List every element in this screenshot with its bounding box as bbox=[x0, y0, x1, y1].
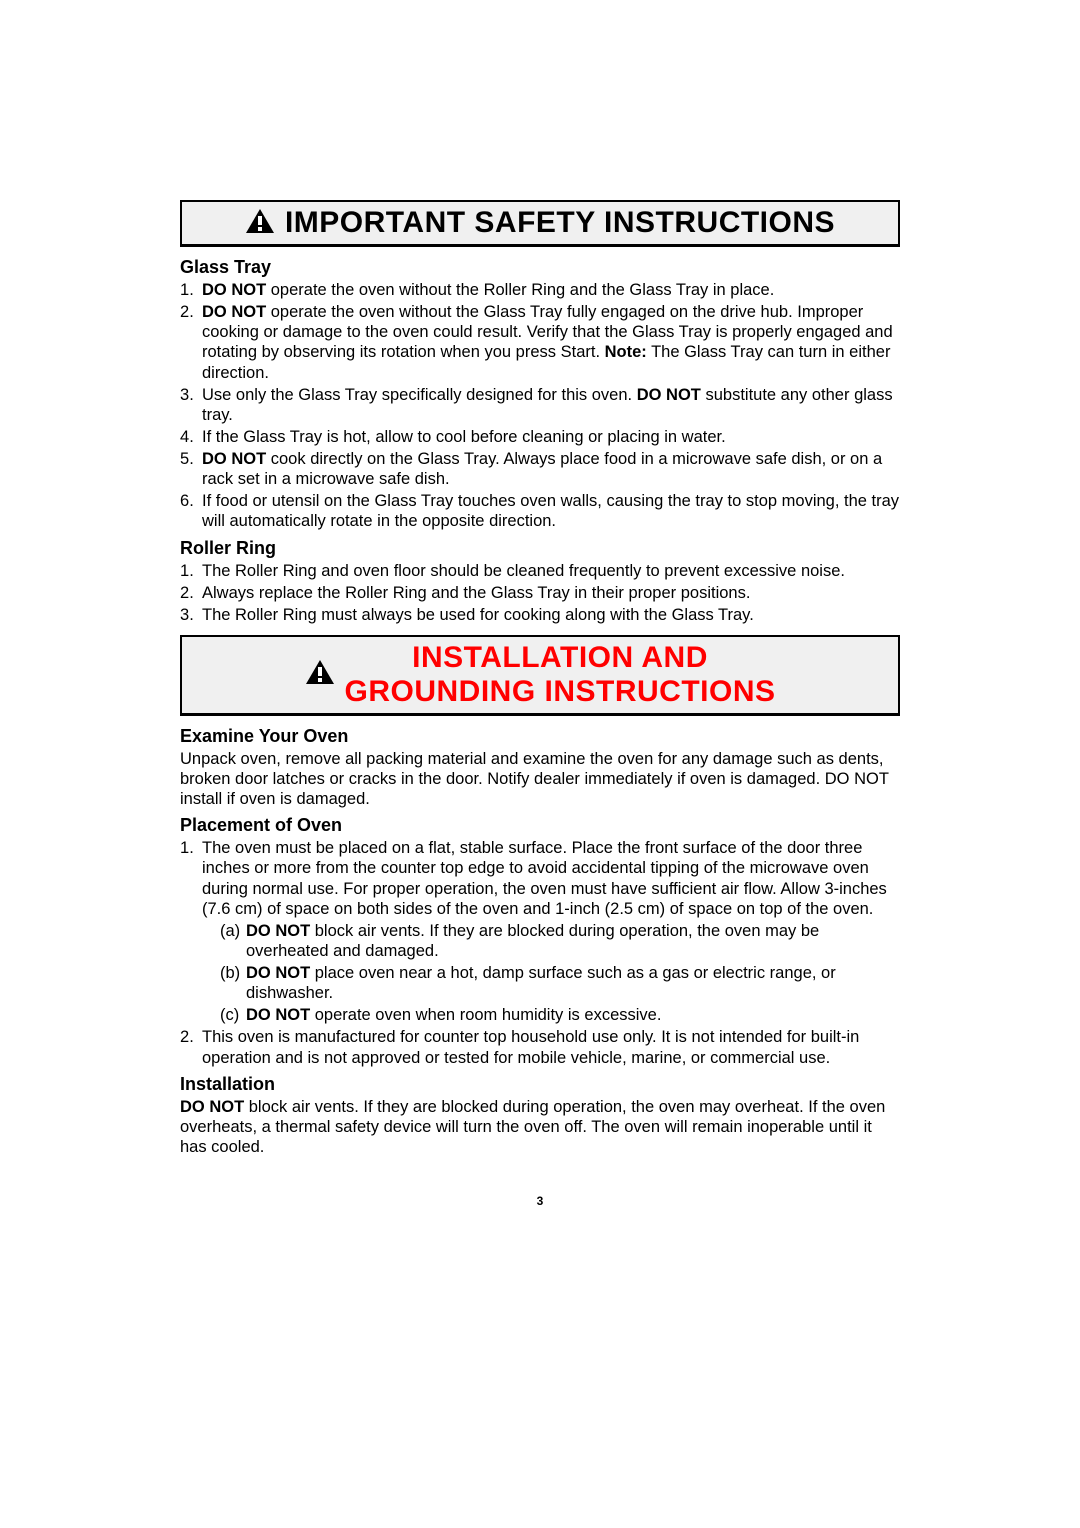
safety-header-bar: IMPORTANT SAFETY INSTRUCTIONS bbox=[180, 200, 900, 247]
placement-list: The oven must be placed on a flat, stabl… bbox=[180, 838, 900, 1067]
list-item: DO NOT operate the oven without the Glas… bbox=[180, 302, 900, 383]
examine-text: Unpack oven, remove all packing material… bbox=[180, 749, 900, 809]
sub-label: (c) bbox=[220, 1005, 239, 1025]
body-text: block air vents. If they are blocked dur… bbox=[246, 922, 819, 960]
list-item: The oven must be placed on a flat, stabl… bbox=[180, 838, 900, 1025]
bold-text: DO NOT bbox=[180, 1098, 244, 1116]
warning-icon bbox=[305, 659, 335, 690]
list-item: DO NOT operate the oven without the Roll… bbox=[180, 280, 900, 300]
installation-heading: Installation bbox=[180, 1074, 900, 1095]
title-line: GROUNDING INSTRUCTIONS bbox=[345, 675, 776, 708]
page-number: 3 bbox=[0, 1194, 1080, 1208]
list-item: Always replace the Roller Ring and the G… bbox=[180, 583, 900, 603]
glass-tray-list: DO NOT operate the oven without the Roll… bbox=[180, 280, 900, 532]
placement-heading: Placement of Oven bbox=[180, 815, 900, 836]
glass-tray-heading: Glass Tray bbox=[180, 257, 900, 278]
sub-item: (b) DO NOT place oven near a hot, damp s… bbox=[202, 963, 900, 1003]
body-text: This oven is manufactured for counter to… bbox=[202, 1028, 859, 1066]
list-item: If the Glass Tray is hot, allow to cool … bbox=[180, 427, 900, 447]
bold-text: DO NOT bbox=[246, 922, 310, 940]
examine-heading: Examine Your Oven bbox=[180, 726, 900, 747]
roller-ring-heading: Roller Ring bbox=[180, 538, 900, 559]
list-item: The Roller Ring must always be used for … bbox=[180, 605, 900, 625]
body-text: If the Glass Tray is hot, allow to cool … bbox=[202, 428, 726, 446]
warning-icon bbox=[245, 208, 275, 239]
body-text: The Roller Ring and oven floor should be… bbox=[202, 562, 845, 580]
bold-text: DO NOT bbox=[246, 964, 310, 982]
list-item: If food or utensil on the Glass Tray tou… bbox=[180, 491, 900, 531]
body-text: operate oven when room humidity is exces… bbox=[310, 1006, 661, 1024]
list-item: This oven is manufactured for counter to… bbox=[180, 1027, 900, 1067]
bold-text: DO NOT bbox=[246, 1006, 310, 1024]
sub-item: (c) DO NOT operate oven when room humidi… bbox=[202, 1005, 900, 1025]
body-text: The Roller Ring must always be used for … bbox=[202, 606, 754, 624]
list-item: DO NOT cook directly on the Glass Tray. … bbox=[180, 449, 900, 489]
sub-item: (a) DO NOT block air vents. If they are … bbox=[202, 921, 900, 961]
body-text: block air vents. If they are blocked dur… bbox=[180, 1098, 885, 1156]
bold-text: Note: bbox=[605, 343, 647, 361]
installation-text: DO NOT block air vents. If they are bloc… bbox=[180, 1097, 900, 1157]
sub-label: (a) bbox=[220, 921, 240, 941]
body-text: cook directly on the Glass Tray. Always … bbox=[202, 450, 882, 488]
safety-header-title: IMPORTANT SAFETY INSTRUCTIONS bbox=[285, 206, 835, 240]
body-text: Use only the Glass Tray specifically des… bbox=[202, 386, 637, 404]
body-text: place oven near a hot, damp surface such… bbox=[246, 964, 836, 1002]
body-text: The oven must be placed on a flat, stabl… bbox=[202, 839, 887, 917]
body-text: operate the oven without the Roller Ring… bbox=[266, 281, 774, 299]
bold-text: DO NOT bbox=[202, 303, 266, 321]
installation-header-bar: INSTALLATION AND GROUNDING INSTRUCTIONS bbox=[180, 635, 900, 716]
placement-sublist: (a) DO NOT block air vents. If they are … bbox=[202, 921, 900, 1026]
installation-header-title: INSTALLATION AND GROUNDING INSTRUCTIONS bbox=[345, 641, 776, 709]
bold-text: DO NOT bbox=[202, 281, 266, 299]
roller-ring-list: The Roller Ring and oven floor should be… bbox=[180, 561, 900, 625]
bold-text: DO NOT bbox=[202, 450, 266, 468]
body-text: Always replace the Roller Ring and the G… bbox=[202, 584, 750, 602]
bold-text: DO NOT bbox=[637, 386, 701, 404]
sub-label: (b) bbox=[220, 963, 240, 983]
list-item: The Roller Ring and oven floor should be… bbox=[180, 561, 900, 581]
list-item: Use only the Glass Tray specifically des… bbox=[180, 385, 900, 425]
manual-page: IMPORTANT SAFETY INSTRUCTIONS Glass Tray… bbox=[0, 0, 1080, 1528]
title-line: INSTALLATION AND bbox=[412, 641, 708, 674]
body-text: If food or utensil on the Glass Tray tou… bbox=[202, 492, 899, 530]
